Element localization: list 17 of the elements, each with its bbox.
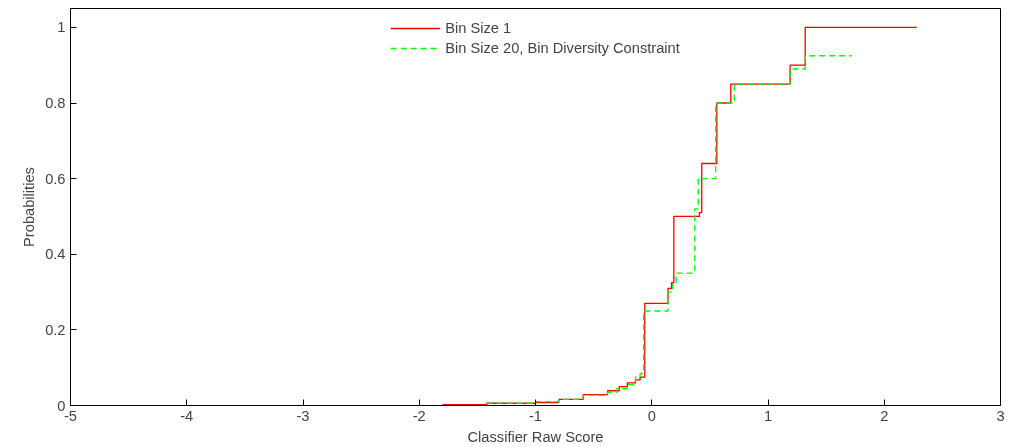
- x-tick-label: -1: [528, 407, 543, 424]
- x-tick-label: 2: [880, 407, 889, 424]
- x-tick-label: -3: [296, 407, 310, 424]
- x-tick-label: 1: [763, 407, 773, 424]
- x-axis-title: Classifier Raw Score: [467, 428, 604, 445]
- y-tick-label: 0.4: [45, 246, 66, 263]
- x-tick-label: 3: [996, 407, 1005, 424]
- y-tick-label: 0.2: [45, 321, 66, 338]
- y-tick-label: 0.6: [45, 170, 66, 187]
- y-tick-label: 0.8: [45, 95, 66, 112]
- legend-label: Bin Size 1: [445, 20, 512, 36]
- y-axis-title: Probabilities: [21, 167, 38, 247]
- x-tick-label: -2: [412, 407, 426, 424]
- y-tick-label: 1: [57, 19, 66, 36]
- legend-label: Bin Size 20, Bin Diversity Constraint: [445, 40, 680, 56]
- x-tick-label: -4: [180, 407, 194, 424]
- x-tick-label: 0: [647, 407, 656, 424]
